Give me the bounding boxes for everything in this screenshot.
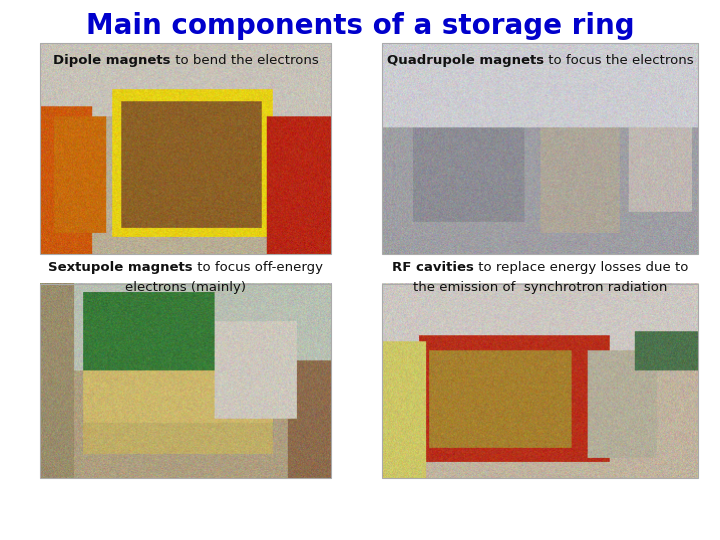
Text: to focus the electrons: to focus the electrons	[544, 54, 693, 67]
Bar	[40, 284, 331, 478]
Bar	[382, 43, 698, 254]
Text: Sextupole magnets to focus off-energy: Sextupole magnets to focus off-energy	[56, 261, 315, 274]
Text: Sextupole magnets: Sextupole magnets	[0, 261, 145, 274]
Text: to replace energy losses due to: to replace energy losses due to	[0, 261, 215, 274]
Text: Sextupole magnets: Sextupole magnets	[48, 261, 193, 274]
Text: RF cavities: RF cavities	[0, 261, 82, 274]
Text: Main components of a storage ring: Main components of a storage ring	[86, 12, 634, 40]
Text: to focus off-energy: to focus off-energy	[0, 261, 130, 274]
Text: electrons (mainly): electrons (mainly)	[125, 281, 246, 294]
Text: Dipole magnets: Dipole magnets	[0, 54, 117, 67]
Text: Dipole magnets: Dipole magnets	[53, 54, 171, 67]
Text: to replace energy losses due to: to replace energy losses due to	[474, 261, 688, 274]
Text: to bend the electrons: to bend the electrons	[0, 54, 148, 67]
Bar	[40, 43, 331, 254]
Text: Quadrupole magnets to focus the electrons: Quadrupole magnets to focus the electron…	[395, 54, 685, 67]
Text: Quadrupole magnets: Quadrupole magnets	[0, 54, 157, 67]
Text: to focus the electrons: to focus the electrons	[0, 54, 150, 67]
Text: Dipole magnets to bend the electrons: Dipole magnets to bend the electrons	[59, 54, 312, 67]
Text: RF cavities: RF cavities	[392, 261, 474, 274]
Text: to bend the electrons: to bend the electrons	[171, 54, 318, 67]
Text: the emission of  synchrotron radiation: the emission of synchrotron radiation	[413, 281, 667, 294]
Text: to focus off-energy: to focus off-energy	[193, 261, 323, 274]
Bar	[382, 284, 698, 478]
Text: RF cavities to replace energy losses due to: RF cavities to replace energy losses due…	[397, 261, 683, 274]
Text: Quadrupole magnets: Quadrupole magnets	[387, 54, 544, 67]
